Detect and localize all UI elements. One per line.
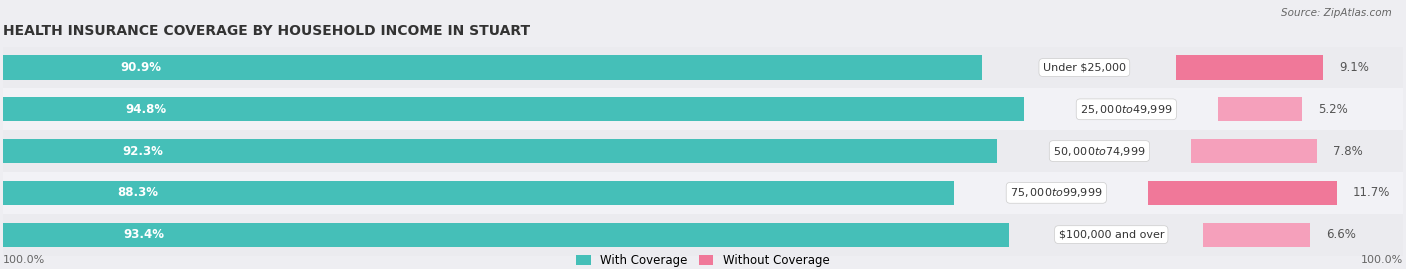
Bar [1147, 181, 1337, 205]
Text: $100,000 and over: $100,000 and over [1059, 230, 1164, 240]
Bar [1204, 222, 1309, 247]
Bar [1175, 55, 1323, 80]
Text: 11.7%: 11.7% [1353, 186, 1391, 199]
Bar [3, 139, 997, 163]
Text: 7.8%: 7.8% [1333, 144, 1362, 158]
Text: $75,000 to $99,999: $75,000 to $99,999 [1010, 186, 1102, 199]
Bar [3, 172, 1403, 214]
Text: 88.3%: 88.3% [117, 186, 157, 199]
Text: Under $25,000: Under $25,000 [1043, 62, 1126, 73]
Text: $50,000 to $74,999: $50,000 to $74,999 [1053, 144, 1146, 158]
Bar [3, 181, 955, 205]
Text: 90.9%: 90.9% [121, 61, 162, 74]
Text: 5.2%: 5.2% [1317, 103, 1348, 116]
Bar [3, 214, 1403, 256]
Text: 6.6%: 6.6% [1326, 228, 1355, 241]
Bar [3, 55, 981, 80]
Text: 93.4%: 93.4% [124, 228, 165, 241]
Bar [3, 222, 1010, 247]
Text: 100.0%: 100.0% [3, 255, 45, 265]
Bar [3, 97, 1024, 121]
Text: 9.1%: 9.1% [1339, 61, 1369, 74]
Text: 100.0%: 100.0% [1361, 255, 1403, 265]
Text: 94.8%: 94.8% [125, 103, 166, 116]
Text: 92.3%: 92.3% [122, 144, 163, 158]
Text: $25,000 to $49,999: $25,000 to $49,999 [1080, 103, 1173, 116]
Text: HEALTH INSURANCE COVERAGE BY HOUSEHOLD INCOME IN STUART: HEALTH INSURANCE COVERAGE BY HOUSEHOLD I… [3, 24, 530, 38]
Bar [3, 89, 1403, 130]
Legend: With Coverage, Without Coverage: With Coverage, Without Coverage [576, 254, 830, 267]
Bar [3, 130, 1403, 172]
Bar [1218, 97, 1302, 121]
Bar [1191, 139, 1317, 163]
Text: Source: ZipAtlas.com: Source: ZipAtlas.com [1281, 8, 1392, 18]
Bar [3, 47, 1403, 89]
